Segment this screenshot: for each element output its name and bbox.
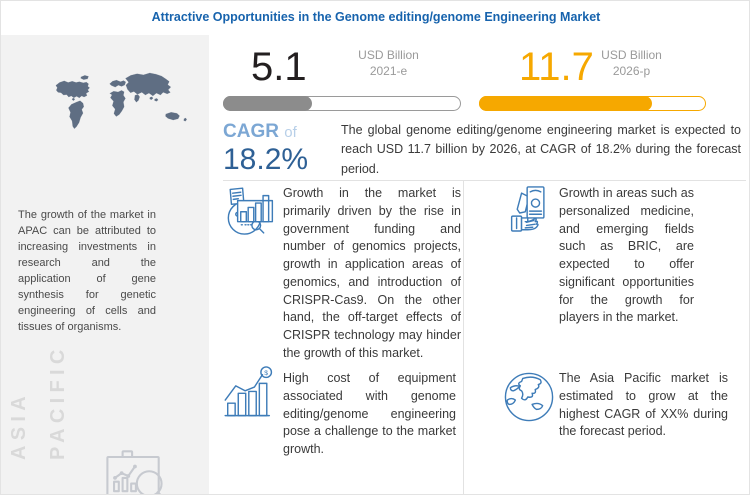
svg-text:$: $: [264, 370, 268, 377]
